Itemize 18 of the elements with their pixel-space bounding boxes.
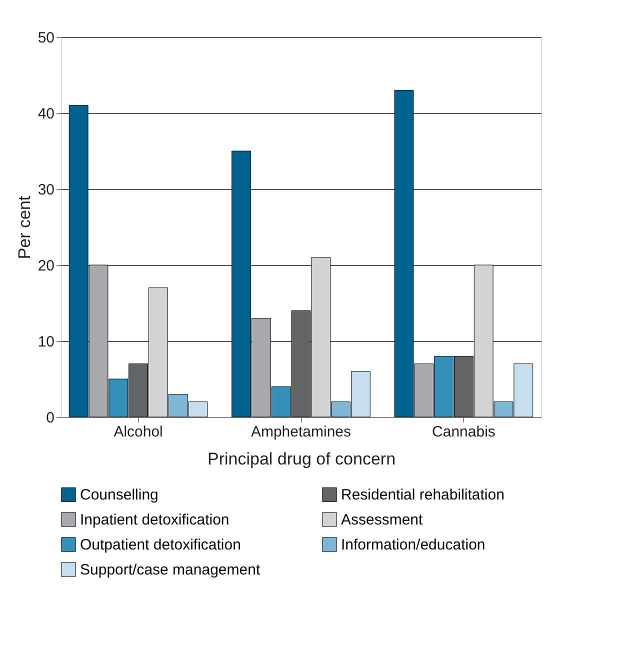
y-tick-label: 50 [38,30,54,46]
legend-label: Assessment [341,512,424,528]
legend-label: Information/education [341,536,486,554]
legend-label: Inpatient detoxification [80,512,230,528]
legend-label: Support/case management [80,562,261,578]
y-axis-title: Per cent [14,196,34,260]
x-tick-label: Alcohol [114,424,163,440]
legend-label: Counselling [80,486,158,504]
y-tick-label: 20 [38,258,54,274]
x-tick-label: Cannabis [432,424,496,440]
legend-label: Outpatient detoxification [80,536,241,554]
legend-label: Residential rehabilitation [341,486,504,504]
y-tick-label: 0 [46,410,54,426]
y-tick-label: 40 [38,106,54,122]
y-tick-label: 30 [38,182,54,198]
x-axis-title: Principal drug of concern [207,450,396,468]
y-tick-label: 10 [38,334,54,350]
x-tick-label: Amphetamines [250,424,352,440]
